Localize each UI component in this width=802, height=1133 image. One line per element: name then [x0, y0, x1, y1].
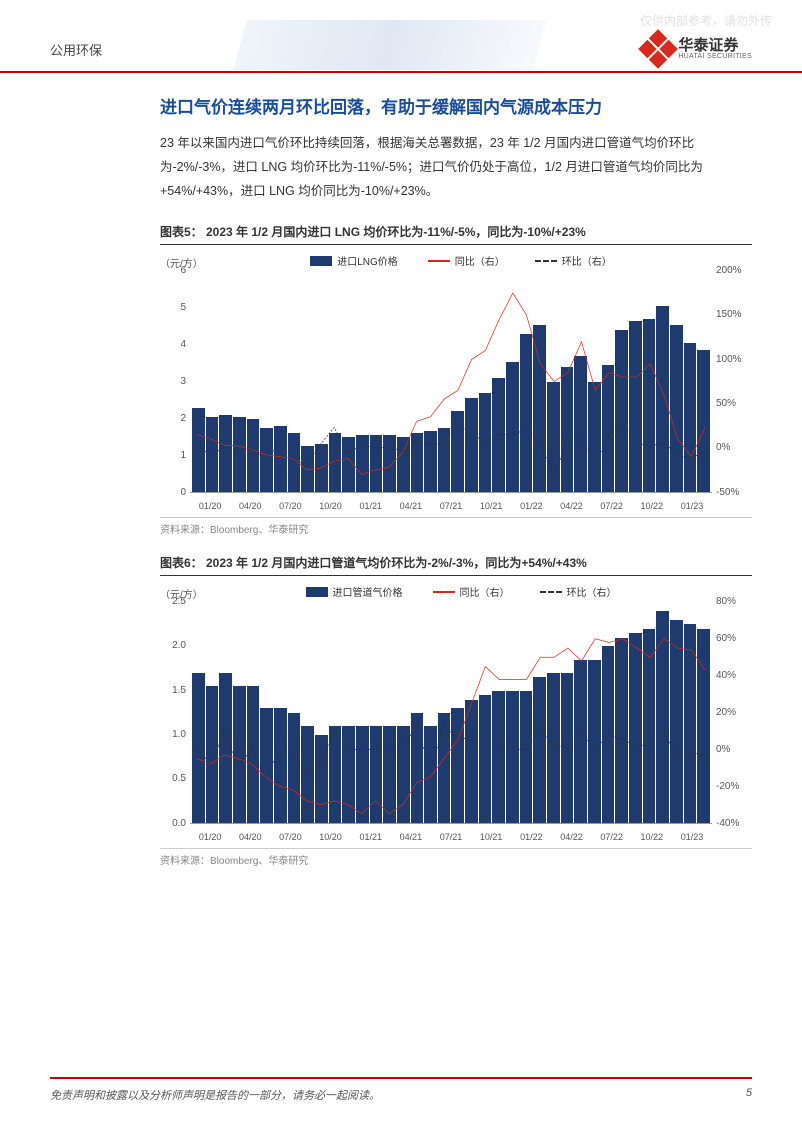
x-tick: 10/22 [632, 501, 672, 511]
y-tick-left: 5 [180, 302, 186, 313]
plot-area [190, 602, 712, 824]
header-decoration [233, 20, 546, 70]
x-tick: 04/21 [391, 501, 431, 511]
y-tick-right: 200% [716, 265, 742, 276]
logo-text-en: HUATAI SECURITIES [678, 53, 752, 60]
chart-source: 资料来源：Bloomberg、华泰研究 [160, 517, 752, 536]
y-tick-left: 1.0 [172, 729, 186, 740]
page-number: 5 [746, 1087, 752, 1103]
y-tick-right: -40% [716, 818, 739, 829]
main-content: 进口气价连续两月环比回落，有助于缓解国内气源成本压力 23 年以来国内进口气价环… [0, 73, 802, 867]
x-tick: 10/21 [471, 832, 511, 842]
legend-bar: 进口LNG价格 [310, 253, 398, 268]
chart-area: 进口管道气价格 同比（右） 环比（右）（元/方）0.00.51.01.52.02… [160, 584, 752, 844]
chart-block: 图表5： 2023 年 1/2 月国内进口 LNG 均价环比为-11%/-5%，… [160, 223, 752, 536]
x-tick: 04/20 [230, 501, 270, 511]
x-tick: 01/22 [511, 832, 551, 842]
mom-line [197, 724, 705, 779]
y-tick-left: 6 [180, 265, 186, 276]
y-tick-left: 3 [180, 376, 186, 387]
line-overlay [190, 271, 712, 492]
y-tick-left: 0.0 [172, 818, 186, 829]
legend-mom: 环比（右） [540, 584, 617, 599]
y-tick-right: 40% [716, 670, 736, 681]
x-tick: 07/21 [431, 832, 471, 842]
y-tick-left: 2 [180, 413, 186, 424]
logo-icon [639, 29, 679, 69]
y-tick-right: 50% [716, 398, 736, 409]
x-tick: 10/21 [471, 501, 511, 511]
disclaimer-text: 免责声明和披露以及分析师声明是报告的一部分，请务必一起阅读。 [50, 1087, 380, 1103]
y-tick-left: 2.5 [172, 596, 186, 607]
x-tick: 07/21 [431, 501, 471, 511]
x-tick: 04/21 [391, 832, 431, 842]
x-tick: 10/20 [310, 832, 350, 842]
body-paragraph: 23 年以来国内进口气价环比持续回落，根据海关总署数据，23 年 1/2 月国内… [160, 132, 752, 203]
x-tick: 04/20 [230, 832, 270, 842]
y-tick-left: 0 [180, 487, 186, 498]
page-footer: 免责声明和披露以及分析师声明是报告的一部分，请务必一起阅读。 5 [50, 1077, 752, 1103]
x-tick: 10/22 [632, 832, 672, 842]
y-tick-left: 2.0 [172, 640, 186, 651]
y-tick-right: 100% [716, 354, 742, 365]
x-axis: 01/2004/2007/2010/2001/2104/2107/2110/21… [190, 832, 712, 842]
watermark: 仅供内部参考，请勿外传 [640, 12, 772, 29]
y-tick-right: 150% [716, 309, 742, 320]
y-tick-right: 0% [716, 442, 730, 453]
category-label: 公用环保 [50, 40, 102, 59]
chart-legend: 进口LNG价格 同比（右） 环比（右） [220, 253, 702, 268]
x-tick: 01/23 [672, 501, 712, 511]
yoy-line [197, 293, 705, 474]
y-tick-left: 4 [180, 339, 186, 350]
x-tick: 01/21 [351, 832, 391, 842]
chart-block: 图表6： 2023 年 1/2 月国内进口管道气均价环比为-2%/-3%，同比为… [160, 554, 752, 867]
legend-bar: 进口管道气价格 [306, 584, 403, 599]
logo-text-cn: 华泰证券 [678, 38, 752, 53]
x-tick: 07/20 [270, 832, 310, 842]
chart-area: 进口LNG价格 同比（右） 环比（右）（元/方）0123456-50%0%50%… [160, 253, 752, 513]
company-logo: 华泰证券 HUATAI SECURITIES [644, 35, 752, 63]
x-tick: 01/20 [190, 832, 230, 842]
y-tick-left: 1 [180, 450, 186, 461]
plot-area [190, 271, 712, 493]
y-tick-left: 0.5 [172, 773, 186, 784]
y-tick-right: 60% [716, 633, 736, 644]
x-tick: 04/22 [551, 501, 591, 511]
x-tick: 07/22 [592, 501, 632, 511]
y-tick-right: 0% [716, 744, 730, 755]
x-tick: 01/21 [351, 501, 391, 511]
chart-title: 图表5： 2023 年 1/2 月国内进口 LNG 均价环比为-11%/-5%，… [160, 223, 752, 245]
line-overlay [190, 602, 712, 823]
yoy-line [197, 639, 705, 814]
legend-yoy: 同比（右） [433, 584, 510, 599]
x-tick: 01/20 [190, 501, 230, 511]
legend-mom: 环比（右） [535, 253, 612, 268]
x-axis: 01/2004/2007/2010/2001/2104/2107/2110/21… [190, 501, 712, 511]
y-tick-right: 20% [716, 707, 736, 718]
x-tick: 01/22 [511, 501, 551, 511]
mom-line [197, 423, 705, 478]
x-tick: 07/22 [592, 832, 632, 842]
chart-title: 图表6： 2023 年 1/2 月国内进口管道气均价环比为-2%/-3%，同比为… [160, 554, 752, 576]
chart-source: 资料来源：Bloomberg、华泰研究 [160, 848, 752, 867]
chart-legend: 进口管道气价格 同比（右） 环比（右） [220, 584, 702, 599]
x-tick: 07/20 [270, 501, 310, 511]
y-tick-left: 1.5 [172, 685, 186, 696]
y-tick-right: -50% [716, 487, 739, 498]
legend-yoy: 同比（右） [428, 253, 505, 268]
x-tick: 10/20 [310, 501, 350, 511]
x-tick: 01/23 [672, 832, 712, 842]
y-tick-right: 80% [716, 596, 736, 607]
x-tick: 04/22 [551, 832, 591, 842]
section-title: 进口气价连续两月环比回落，有助于缓解国内气源成本压力 [160, 93, 752, 118]
y-tick-right: -20% [716, 781, 739, 792]
